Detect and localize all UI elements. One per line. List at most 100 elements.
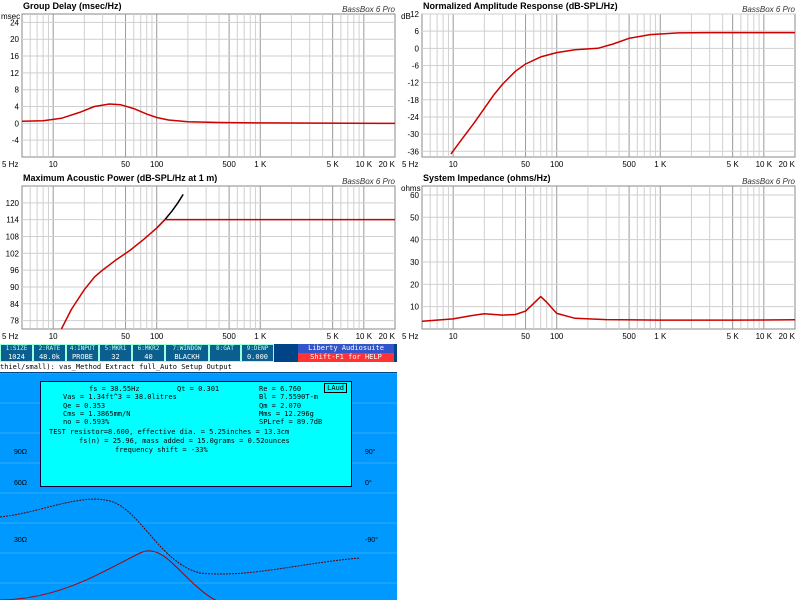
x-tick-label: 5 K — [327, 332, 340, 341]
toolbar-value: PROBE — [71, 353, 94, 361]
y-unit-label: msec — [1, 12, 20, 21]
x-tick-label: 100 — [150, 332, 164, 341]
x-tick-label: 10 — [449, 332, 458, 341]
toolbar-button-0[interactable]: 1:SIZE 1024 — [0, 344, 33, 362]
tsp-y-right-label: 0° — [365, 479, 372, 487]
y-tick-label: 96 — [10, 266, 19, 275]
liberty-audiosuite-window: 1:SIZE 1024 2:RATE 48.0k 4:INPUT PROBE 5:MKR1 3… — [0, 344, 397, 600]
y-tick-label: 120 — [6, 199, 20, 208]
y-tick-label: 40 — [410, 236, 419, 245]
y-tick-label: -30 — [407, 130, 419, 139]
x-tick-label: 1 K — [654, 160, 667, 169]
x-tick-label: 10 K — [756, 332, 773, 341]
y-tick-label: 90 — [10, 283, 19, 292]
y-tick-label: 84 — [10, 300, 19, 309]
param-vas: Vas = 1.34ft^3 = 38.0litres — [63, 393, 177, 401]
param-qt: Qt = 0.301 — [177, 385, 220, 393]
param-mms: Mms = 12.296g — [259, 410, 314, 418]
brand-label: BassBox 6 Pro — [742, 177, 795, 186]
toolbar-button-6[interactable]: 8:GAT — [209, 344, 241, 362]
x-tick-label: 5 Hz — [2, 160, 18, 169]
x-tick-label: 500 — [222, 160, 236, 169]
system-impedance-chart: System Impedance (ohms/Hz) BassBox 6 Pro o… — [401, 173, 796, 341]
toolbar-value: 32 — [111, 353, 120, 361]
y-tick-label: 12 — [10, 69, 19, 78]
y-tick-label: 10 — [410, 303, 419, 312]
toolbar-key: 4:INPUT — [69, 345, 96, 352]
x-tick-label: 500 — [622, 332, 636, 341]
toolbar-value: 0.000 — [246, 353, 269, 361]
x-tick-label: 100 — [550, 332, 564, 341]
x-tick-label: 5 Hz — [402, 332, 418, 341]
y-tick-label: 20 — [10, 35, 19, 44]
x-tick-label: 1 K — [254, 160, 267, 169]
plot-frame — [421, 13, 796, 158]
toolbar-key: 9:DENP — [246, 345, 269, 352]
x-tick-label: 50 — [521, 332, 530, 341]
param-test: TEST resistor=8.600, effective dia. = 5.… — [49, 428, 290, 436]
y-tick-label: 78 — [10, 317, 19, 326]
tsp-y-left-label: 30Ω — [14, 537, 27, 544]
tsp-y-left-label: 90Ω — [14, 449, 27, 456]
series-line-1 — [60, 218, 395, 330]
liberty-toolbar: 1:SIZE 1024 2:RATE 48.0k 4:INPUT PROBE 5:MKR1 3… — [0, 344, 274, 362]
toolbar-button-1[interactable]: 2:RATE 48.0k — [33, 344, 66, 362]
series-line-0 — [450, 31, 795, 155]
y-tick-label: 108 — [6, 232, 20, 241]
x-tick-label: 20 K — [779, 332, 796, 341]
toolbar-button-2[interactable]: 4:INPUT PROBE — [66, 344, 99, 362]
chart-title: System Impedance (ohms/Hz) — [423, 173, 551, 183]
tsp-y-right-label: 90° — [365, 448, 376, 456]
y-unit-label: ohms — [401, 184, 421, 193]
x-tick-label: 10 K — [756, 160, 773, 169]
toolbar-value: 48.0k — [38, 353, 61, 361]
series-line-0 — [21, 103, 396, 125]
brand-label: BassBox 6 Pro — [342, 177, 395, 186]
chart-title: Maximum Acoustic Power (dB-SPL/Hz at 1 m… — [23, 173, 217, 183]
command-line: thiel/small): vas_Method Extract full_Au… — [0, 362, 397, 372]
param-fsn: fs(n) = 25.96, mass added = 15.0grams = … — [79, 437, 290, 445]
liberty-brand-label: Liberty Audiosuite — [298, 344, 394, 353]
laud-button[interactable]: LAud — [324, 383, 347, 393]
param-spl: SPLref = 89.7dB — [259, 418, 323, 426]
y-tick-label: 0 — [415, 44, 420, 53]
series-line-0 — [421, 295, 796, 322]
x-tick-label: 10 K — [356, 332, 373, 341]
x-tick-label: 10 — [49, 160, 58, 169]
param-fs: fs = 38.55Hz — [89, 385, 140, 393]
toolbar-value: 40 — [144, 353, 153, 361]
plot-frame — [21, 185, 396, 330]
y-tick-label: -4 — [12, 136, 20, 145]
y-tick-label: 8 — [15, 86, 20, 95]
plot-frame — [21, 13, 396, 158]
brand-label: BassBox 6 Pro — [342, 5, 395, 14]
group-delay-chart: Group Delay (msec/Hz) BassBox 6 Pro msec24… — [1, 1, 396, 169]
toolbar-button-3[interactable]: 5:MKR1 32 — [99, 344, 132, 362]
y-tick-label: 4 — [15, 103, 20, 112]
y-tick-label: 114 — [6, 216, 19, 225]
x-tick-label: 20 K — [379, 332, 396, 341]
x-tick-label: 10 — [449, 160, 458, 169]
x-tick-label: 5 Hz — [2, 332, 18, 341]
x-tick-label: 100 — [150, 160, 164, 169]
x-tick-label: 5 K — [727, 332, 740, 341]
y-tick-label: 0 — [15, 119, 20, 128]
param-re: Re = 6.760 — [259, 385, 302, 393]
x-tick-label: 50 — [521, 160, 530, 169]
y-unit-label: dB — [401, 12, 411, 21]
param-bl: Bl = 7.5590T-m — [259, 393, 319, 401]
toolbar-button-5[interactable]: 7:WINDOW BLACKH — [165, 344, 209, 362]
toolbar-button-7[interactable]: 9:DENP 0.000 — [241, 344, 274, 362]
y-tick-label: 20 — [410, 280, 419, 289]
help-button[interactable]: Shift-F1 for HELP — [298, 353, 394, 362]
param-qe: Qe = 0.353 — [63, 402, 106, 410]
x-tick-label: 5 Hz — [402, 160, 418, 169]
amplitude-response-chart: Normalized Amplitude Response (dB-SPL/Hz… — [401, 1, 796, 169]
y-tick-label: -24 — [407, 113, 419, 122]
x-tick-label: 500 — [222, 332, 236, 341]
y-tick-label: 24 — [10, 18, 19, 27]
param-cms: Cms = 1.3865mm/N — [63, 410, 131, 418]
x-tick-label: 10 K — [356, 160, 373, 169]
toolbar-button-4[interactable]: 6:MKR2 40 — [132, 344, 165, 362]
x-tick-label: 500 — [622, 160, 636, 169]
